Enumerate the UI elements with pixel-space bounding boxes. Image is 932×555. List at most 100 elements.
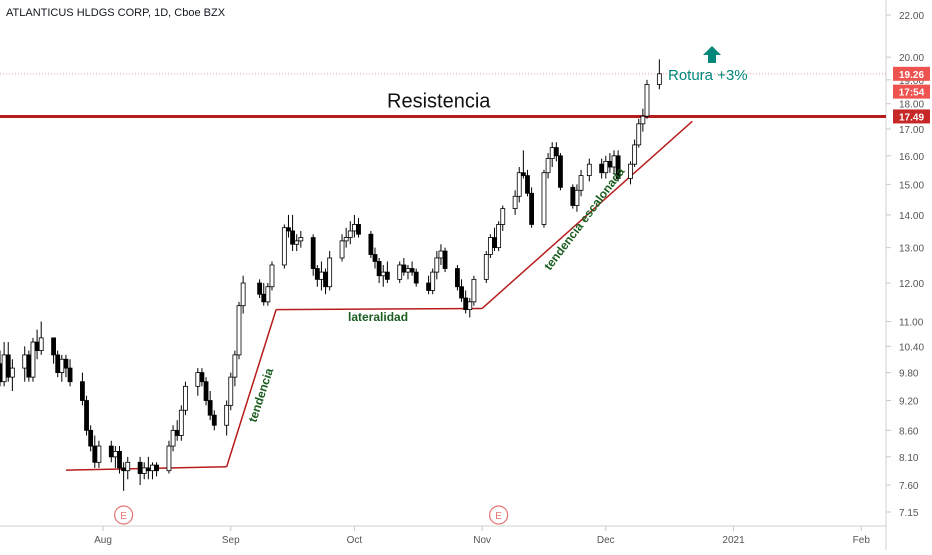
price-label-text: 17.49 [899,112,924,123]
price-label-bg [893,109,930,124]
candle [203,377,209,406]
candle [286,214,291,238]
candle-body [351,224,357,232]
candle-body [137,461,143,474]
candle [117,446,122,474]
candle [166,440,172,474]
candle [644,79,650,119]
candle-body [574,189,580,206]
candle-body [38,337,44,351]
candle-body [512,195,518,209]
resistance-label: Resistencia [387,90,491,112]
candle-body [549,147,555,159]
candle [339,234,345,262]
candle-body [34,341,40,351]
candle [459,279,464,302]
candle [343,227,349,248]
time-axis[interactable]: Aug Sep Oct Nov Dec 2021 Feb [94,526,870,546]
candle-body [67,367,73,383]
candle-body [356,224,361,235]
candle-body [22,354,28,369]
candle-body [644,84,650,117]
candle [640,108,646,132]
price-label: 19.26 [893,66,930,81]
candle [67,359,73,387]
candle-body [529,192,534,225]
sideways-line [276,307,483,311]
candle [405,264,411,280]
candle [434,251,440,280]
candle [483,251,489,284]
candle-body [442,250,448,269]
candle-body [656,73,662,85]
price-label-bg [893,84,930,99]
candle [38,321,44,355]
earnings-marker[interactable]: E [114,505,134,525]
candle [496,221,502,252]
candle-body [347,230,353,238]
candle [586,158,592,182]
candle-body [26,354,32,378]
candle-body [558,155,563,188]
earnings-marker[interactable]: E [489,505,509,525]
y-tick-label: 20.00 [899,53,924,64]
candle [578,169,584,197]
candle [380,264,386,287]
candle-body [298,237,304,242]
candle [463,290,469,314]
candle [5,342,11,382]
candle [319,261,324,291]
candle [628,161,633,185]
candle-body [1,354,7,383]
candle-body [578,175,584,191]
candle-body [343,237,349,242]
candle-body [286,227,291,232]
candle-body [603,160,609,174]
price-axis[interactable]: 22.00 20.00 19.00 18.00 17.00 16.00 15.00 14.00… [886,11,924,519]
y-tick-label: 9.20 [899,397,919,408]
candle-body [281,227,287,266]
candle-body [178,409,184,436]
x-tick-label: Oct [347,535,363,546]
candle [178,405,184,441]
candle-body [525,175,530,194]
candle-body [380,271,386,277]
candle [525,169,530,197]
candle-body [294,240,300,245]
candle [261,283,267,306]
candle-body [265,286,271,303]
uptrend-line [225,309,277,467]
candle [240,275,246,314]
candle [632,139,638,168]
candle [108,440,114,463]
candle [351,214,357,238]
candle [125,456,131,480]
candle [426,275,431,295]
candle-body [121,467,127,472]
candle [232,350,238,387]
candle [372,247,378,269]
candle-body [80,381,85,401]
x-tick-label: Feb [853,535,871,546]
candle [290,214,295,252]
candle [438,244,444,265]
candle-body [426,282,431,291]
candle [199,368,205,387]
y-tick-label: 13.00 [899,244,924,255]
candle-body [203,381,209,401]
x-tick-label: Dec [597,535,615,546]
candle-body [257,282,263,295]
candle-body [236,305,242,356]
candle [30,337,36,382]
candle-body [628,163,633,179]
candle [34,329,40,360]
candle [520,150,526,179]
candle [368,230,374,258]
candle-body [30,341,36,378]
price-label: 17.49 [893,109,930,124]
candle-body [397,264,403,280]
candle [145,456,151,480]
candles [0,59,662,491]
candle-body [195,372,201,387]
